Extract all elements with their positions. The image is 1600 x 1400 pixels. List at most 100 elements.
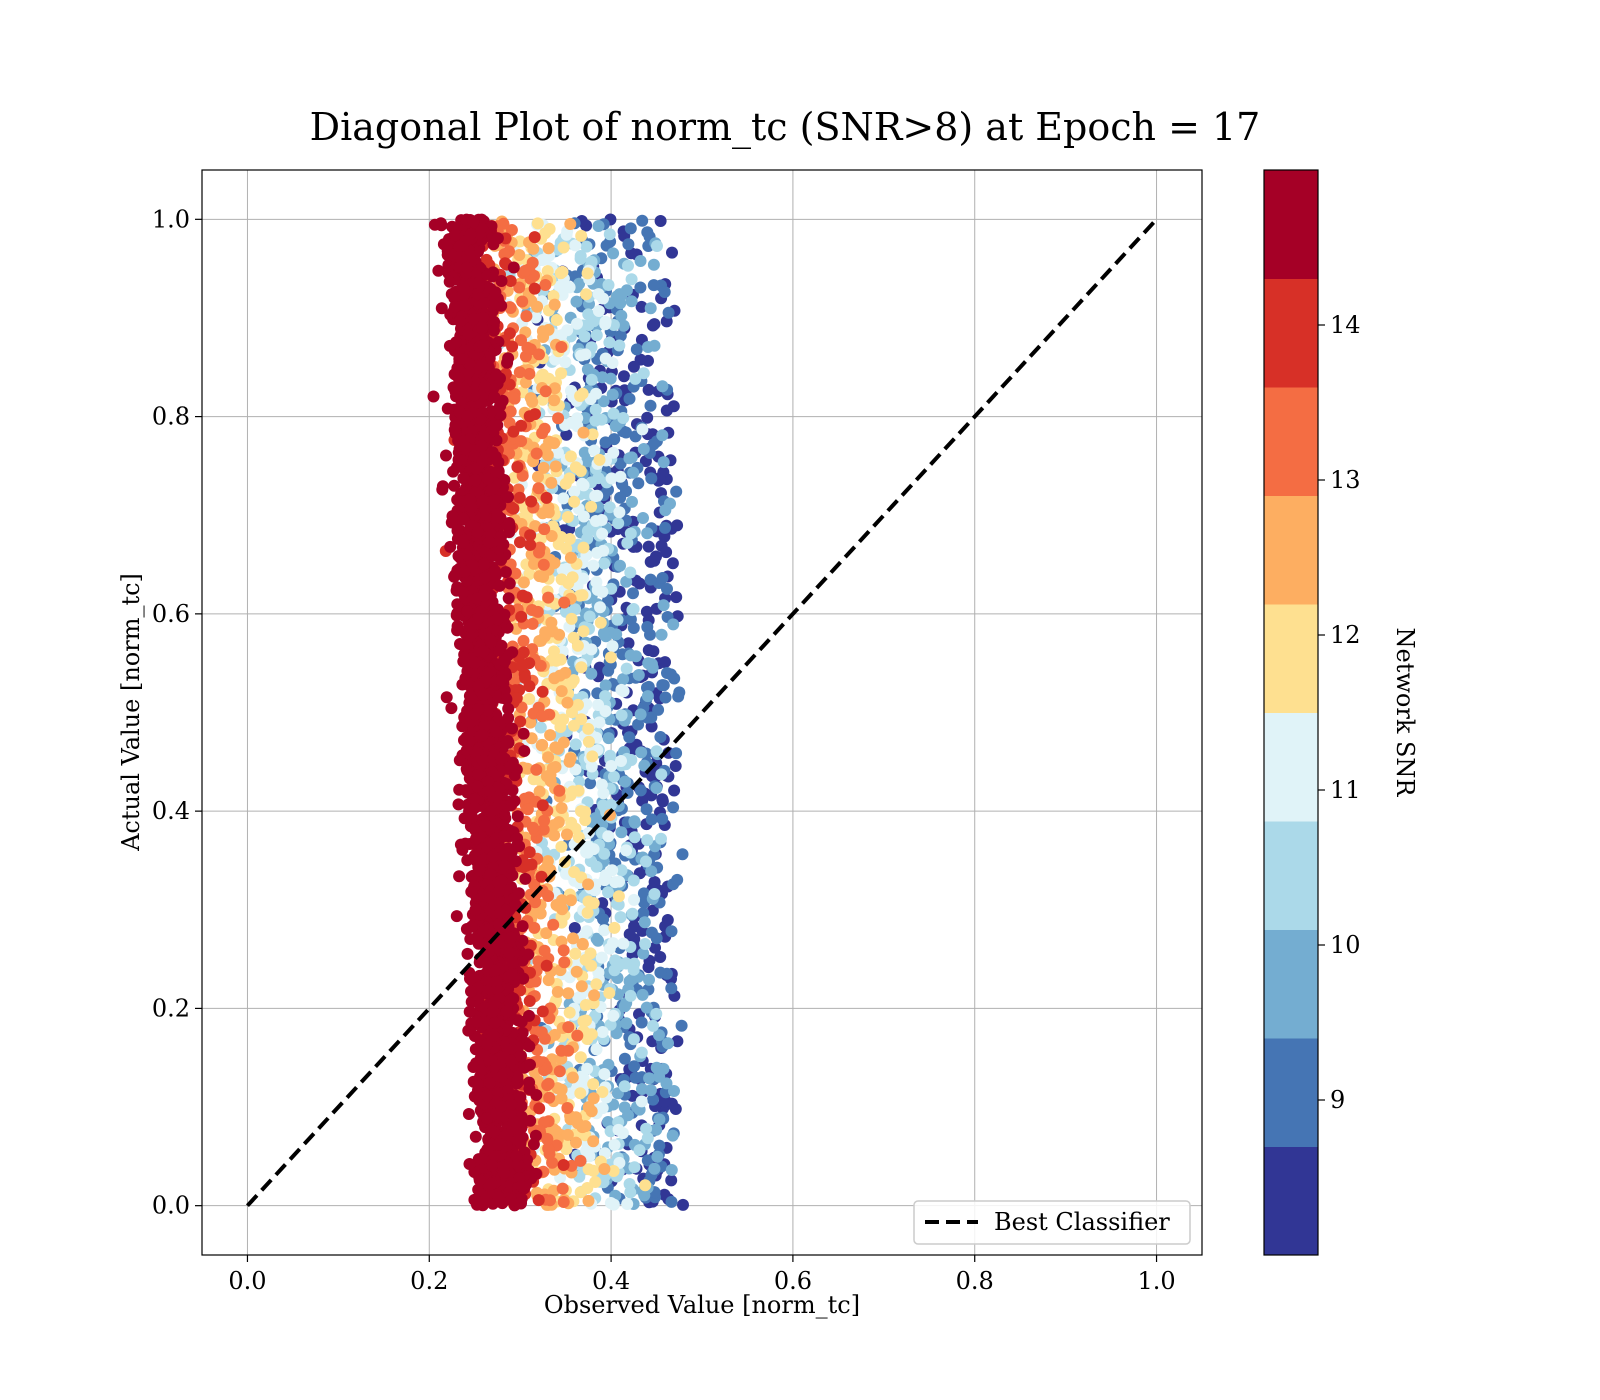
scatter-point: [589, 490, 602, 503]
scatter-point: [511, 1070, 524, 1083]
scatter-point: [645, 865, 658, 878]
scatter-point: [615, 755, 627, 767]
scatter-point: [563, 472, 576, 485]
scatter-point: [641, 834, 654, 847]
scatter-point: [545, 616, 558, 629]
scatter-point: [548, 645, 560, 658]
scatter-point: [604, 1018, 617, 1031]
scatter-point: [552, 446, 564, 459]
scatter-point: [526, 256, 539, 269]
scatter-point: [670, 747, 683, 760]
scatter-point: [536, 738, 549, 751]
scatter-point: [505, 501, 518, 514]
scatter-point: [569, 603, 582, 616]
scatter-point: [462, 366, 475, 379]
scatter-point: [648, 554, 661, 567]
scatter-point: [533, 348, 545, 361]
scatter-point: [665, 982, 678, 995]
scatter-point: [478, 297, 490, 310]
scatter-point: [636, 214, 649, 227]
scatter-point: [539, 626, 552, 639]
scatter-point: [587, 1078, 600, 1091]
scatter-point: [547, 918, 560, 931]
scatter-point: [626, 907, 639, 920]
scatter-point: [592, 220, 605, 232]
scatter-point: [651, 1150, 664, 1163]
scatter-point: [555, 573, 568, 586]
scatter-point: [574, 1154, 587, 1167]
scatter-point: [518, 745, 531, 757]
scatter-point: [462, 1108, 475, 1120]
scatter-point: [590, 329, 603, 342]
scatter-point: [582, 735, 595, 748]
scatter-point: [638, 916, 651, 929]
scatter-point: [594, 601, 606, 614]
scatter-point: [581, 267, 594, 280]
scatter-point: [519, 672, 532, 684]
scatter-point: [504, 405, 517, 418]
scatter-point: [491, 508, 504, 521]
scatter-point: [563, 1006, 576, 1019]
scatter-point: [582, 895, 595, 908]
scatter-point: [560, 542, 573, 555]
scatter-point: [577, 510, 590, 523]
scatter-point: [598, 1068, 611, 1080]
scatter-point: [602, 732, 615, 745]
scatter-point: [614, 491, 627, 504]
scatter-point: [640, 1122, 653, 1135]
scatter-point: [641, 411, 654, 424]
scatter-point: [632, 718, 645, 731]
scatter-point: [515, 610, 528, 623]
scatter-point: [596, 1026, 609, 1038]
scatter-point: [580, 1014, 592, 1027]
scatter-point: [677, 1198, 689, 1211]
scatter-point: [451, 524, 464, 537]
scatter-point: [563, 281, 576, 294]
scatter-point: [492, 644, 505, 657]
scatter-point: [627, 466, 640, 479]
scatter-point: [556, 894, 568, 907]
scatter-point: [654, 215, 667, 227]
scatter-point: [647, 258, 660, 271]
scatter-point: [541, 1133, 554, 1146]
scatter-point: [640, 1001, 653, 1014]
scatter-point: [627, 603, 640, 615]
scatter-point: [627, 874, 640, 887]
scatter-point: [453, 870, 466, 883]
scatter-point: [542, 751, 555, 764]
scatter-point: [537, 461, 550, 474]
scatter-point: [648, 318, 661, 331]
scatter-point: [628, 1060, 641, 1073]
scatter-point: [569, 461, 582, 474]
scatter-point: [630, 650, 642, 663]
scatter-point: [659, 521, 671, 534]
scatter-point: [569, 947, 582, 960]
scatter-point: [458, 812, 471, 825]
scatter-point: [520, 591, 533, 604]
scatter-point: [596, 1102, 609, 1115]
scatter-point: [634, 281, 647, 294]
scatter-point: [536, 1005, 549, 1018]
scatter-point: [583, 1150, 596, 1163]
scatter-point: [565, 384, 577, 397]
scatter-point: [620, 575, 633, 588]
scatter-point: [562, 1021, 575, 1034]
scatter-point: [660, 404, 673, 417]
scatter-point: [597, 787, 610, 800]
scatter-point: [607, 1009, 620, 1022]
scatter-point: [516, 469, 529, 482]
scatter-point: [530, 447, 543, 460]
scatter-point: [587, 843, 600, 856]
scatter-point: [617, 412, 630, 424]
scatter-point: [559, 356, 572, 369]
scatter-point: [529, 1129, 542, 1142]
scatter-point: [648, 1162, 661, 1175]
scatter-point: [434, 217, 447, 230]
scatter-point: [642, 341, 654, 353]
scatter-point: [539, 385, 552, 398]
scatter-point: [479, 819, 492, 832]
scatter-point: [602, 279, 615, 291]
scatter-point: [598, 557, 611, 570]
scatter-point: [531, 300, 544, 313]
scatter-point: [574, 589, 586, 602]
